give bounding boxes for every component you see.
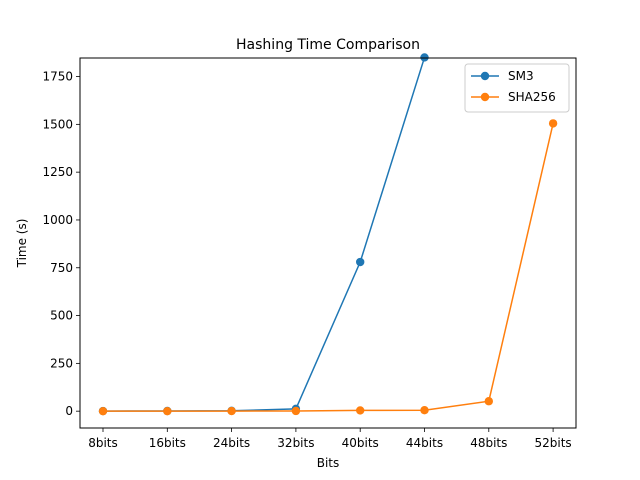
data-point <box>484 397 493 406</box>
y-tick-label: 0 <box>65 404 73 418</box>
legend-item-sm3: SM3 <box>471 69 534 83</box>
data-point <box>420 406 429 415</box>
plot-area: 8bits 16bits 24bits 32bits 40bits 44bits 48bit… <box>42 53 577 450</box>
y-axis-label: Time (s) <box>15 219 29 269</box>
data-point <box>356 257 365 267</box>
x-tick-label: 52bits <box>535 436 572 450</box>
series-sha256 <box>98 119 558 416</box>
axes-frame <box>79 57 577 429</box>
y-tick-label: 1000 <box>42 213 73 227</box>
x-axis-label: Bits <box>317 456 340 470</box>
legend-label: SM3 <box>508 69 534 83</box>
x-axis-ticks: 8bits 16bits 24bits 32bits 40bits 44bits 48bit… <box>88 428 572 450</box>
x-tick-label: 32bits <box>277 436 314 450</box>
x-tick-label: 24bits <box>213 436 250 450</box>
y-axis-ticks: 0 250 500 750 1000 1250 1500 1750 <box>42 70 80 418</box>
legend-item-sha256: SHA256 <box>471 90 556 104</box>
series-line <box>103 123 554 412</box>
data-point <box>98 406 108 416</box>
legend-label: SHA256 <box>508 90 556 104</box>
x-tick-label: 16bits <box>149 436 186 450</box>
y-tick-label: 1250 <box>42 165 73 179</box>
y-tick-label: 1500 <box>42 117 73 131</box>
data-point <box>356 406 365 415</box>
x-tick-label: 48bits <box>470 436 507 450</box>
legend: SM3 SHA256 <box>464 63 570 113</box>
y-tick-label: 500 <box>50 309 73 323</box>
data-point <box>227 406 236 416</box>
data-point <box>420 53 429 62</box>
series-layer <box>98 53 558 416</box>
legend-marker <box>480 71 490 81</box>
data-point <box>291 406 301 416</box>
data-point <box>163 406 172 416</box>
x-tick-label: 44bits <box>406 436 443 450</box>
y-tick-label: 750 <box>50 261 73 275</box>
y-tick-label: 1750 <box>42 70 73 84</box>
legend-marker <box>480 92 490 102</box>
chart-title: Hashing Time Comparison <box>236 37 420 53</box>
data-point <box>548 119 558 128</box>
x-tick-label: 8bits <box>88 436 118 450</box>
y-tick-label: 250 <box>50 356 73 370</box>
x-tick-label: 40bits <box>342 436 379 450</box>
